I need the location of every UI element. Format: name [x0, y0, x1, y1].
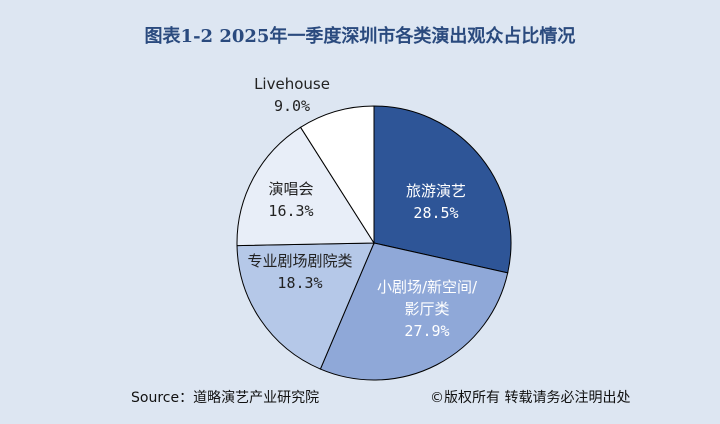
slice-value-label: 9.0%	[274, 97, 310, 115]
pie-labels: 旅游演艺 28.5% 小剧场/新空间/影厅类 27.9% 专业剧场剧院类 18.3% 演唱会…	[247, 75, 478, 340]
pie-slice-3	[236, 242, 375, 370]
pie-slice-1	[373, 105, 512, 274]
slice-category-label: 演唱会	[268, 180, 313, 198]
pie-slice-5	[299, 105, 375, 245]
slice-category-label: 专业剧场剧院类	[247, 252, 352, 270]
copyright-note: ©版权所有 转载请务必注明出处	[430, 390, 631, 406]
slice-value-label: 16.3%	[268, 202, 313, 220]
slice-category-label: 旅游演艺	[406, 182, 466, 200]
slice-category-label: 小剧场/新空间/	[377, 278, 478, 296]
slice-value-label: 28.5%	[413, 204, 458, 222]
slice-value-label: 27.9%	[404, 322, 449, 340]
chart-title: 图表1-2 2025年一季度深圳市各类演出观众占比情况	[144, 26, 576, 47]
pie-slice-2	[319, 242, 509, 381]
source-note: Source：道略演艺产业研究院	[131, 390, 320, 406]
slice-category-label: Livehouse	[254, 75, 330, 93]
slice-value-label: 18.3%	[277, 274, 322, 292]
pie-slice-4	[236, 126, 375, 247]
slice-category-label: 影厅类	[404, 300, 449, 318]
pie-slices	[236, 105, 512, 381]
